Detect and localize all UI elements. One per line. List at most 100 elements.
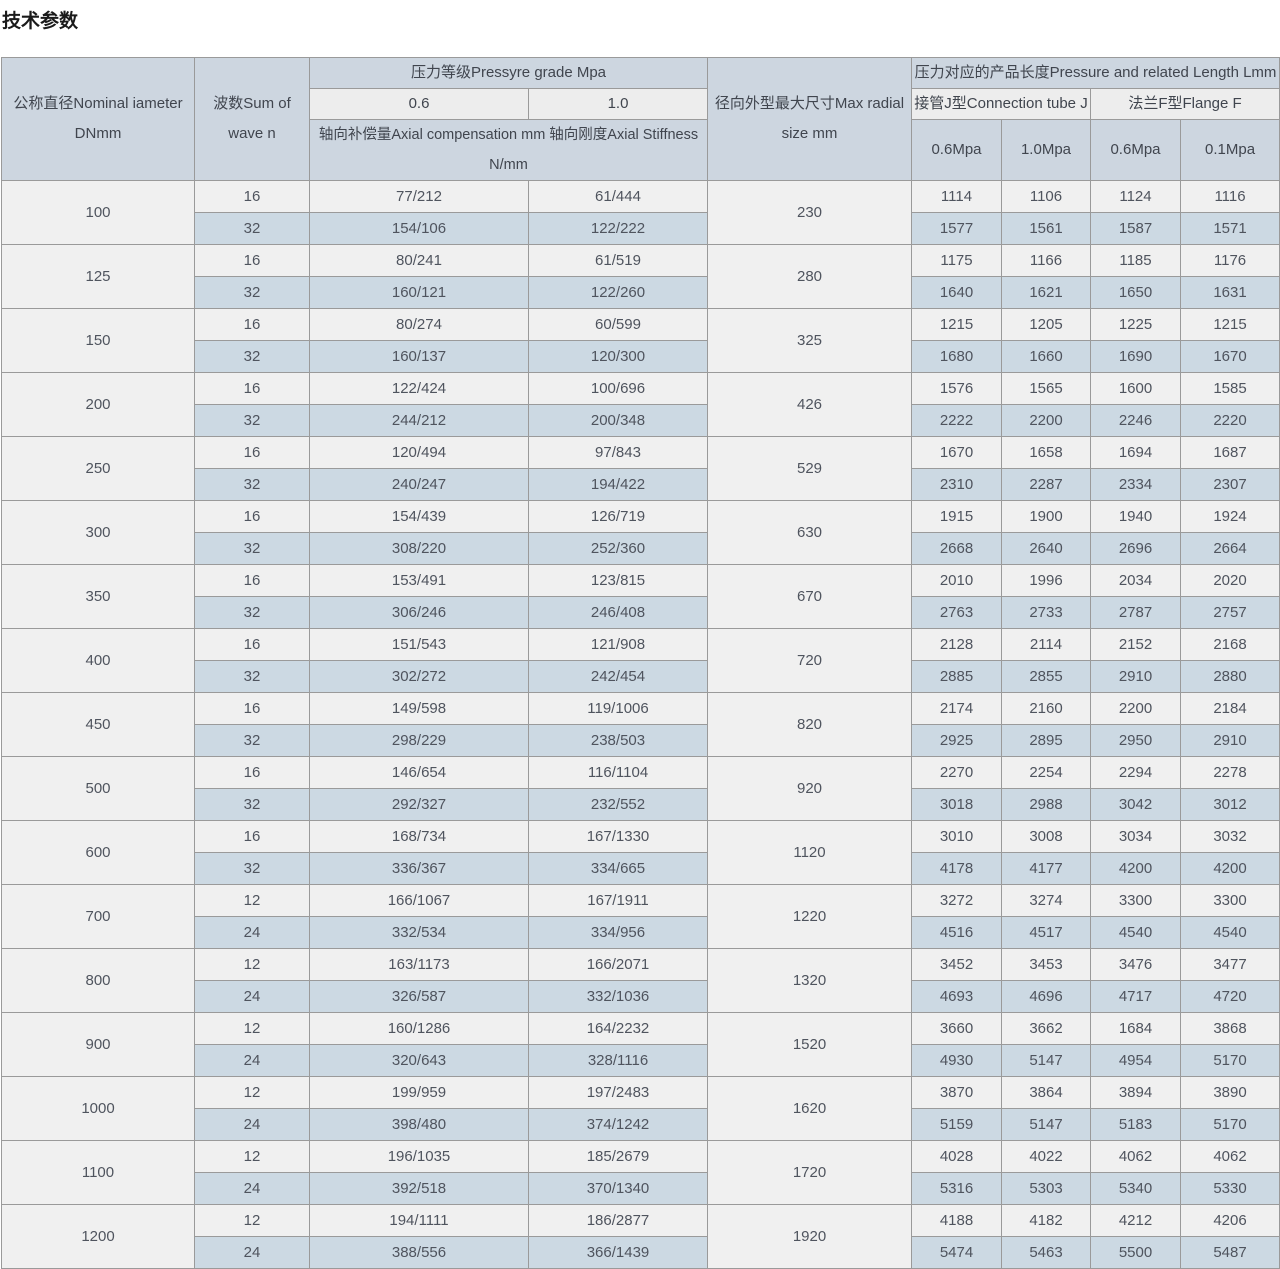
flange-06-cell: 2200 <box>1090 692 1181 725</box>
dn-cell: 350 <box>1 564 195 629</box>
tube-06-cell: 4178 <box>911 852 1002 885</box>
flange-01-cell: 1571 <box>1179 212 1280 245</box>
table-row: 700 12 166/1067 167/1911 1220 3272 3274 3300 330… <box>1 884 1280 949</box>
axial-06-cell: 332/534 <box>309 916 529 949</box>
flange-06-cell: 2910 <box>1090 660 1181 693</box>
tube-10-cell: 3453 <box>1001 948 1091 981</box>
tube-06-cell: 2128 <box>911 628 1002 661</box>
axial-10-cell: 334/956 <box>528 916 708 949</box>
axial-06-cell: 244/212 <box>309 404 529 437</box>
tube-10-cell: 2640 <box>1001 532 1091 565</box>
flange-01-cell: 3032 <box>1179 820 1280 853</box>
header-j-10mpa: 1.0Mpa <box>1001 119 1091 181</box>
axial-10-cell: 334/665 <box>528 852 708 885</box>
axial-10-cell: 120/300 <box>528 340 708 373</box>
dn-cell: 500 <box>1 756 195 821</box>
table-row: 24 326/587 332/1036 4693 4696 4717 4720 <box>2 980 1280 1013</box>
flange-01-cell: 1215 <box>1179 308 1280 341</box>
tube-06-cell: 2010 <box>911 564 1002 597</box>
wave-count-cell: 16 <box>194 244 310 277</box>
axial-10-cell: 242/454 <box>528 660 708 693</box>
tube-10-cell: 1658 <box>1001 436 1091 469</box>
tube-06-cell: 1114 <box>911 180 1002 213</box>
radial-size-cell: 529 <box>707 436 912 501</box>
axial-06-cell: 388/556 <box>309 1236 529 1269</box>
flange-06-cell: 1185 <box>1090 244 1181 277</box>
tube-10-cell: 4517 <box>1001 916 1091 949</box>
dn-cell: 1100 <box>1 1140 195 1205</box>
wave-count-cell: 32 <box>194 468 310 501</box>
dn-cell: 450 <box>1 692 195 757</box>
flange-01-cell: 5170 <box>1179 1044 1280 1077</box>
axial-06-cell: 160/1286 <box>309 1012 529 1045</box>
axial-10-cell: 366/1439 <box>528 1236 708 1269</box>
radial-size-cell: 325 <box>707 308 912 373</box>
flange-06-cell: 2334 <box>1090 468 1181 501</box>
tube-06-cell: 1215 <box>911 308 1002 341</box>
dn-cell: 300 <box>1 500 195 565</box>
flange-06-cell: 3034 <box>1090 820 1181 853</box>
tube-06-cell: 2668 <box>911 532 1002 565</box>
flange-01-cell: 1687 <box>1179 436 1280 469</box>
tube-06-cell: 1680 <box>911 340 1002 373</box>
wave-count-cell: 12 <box>194 948 310 981</box>
radial-size-cell: 1520 <box>707 1012 912 1077</box>
axial-10-cell: 61/519 <box>528 244 708 277</box>
table-row: 400 16 151/543 121/908 720 2128 2114 2152 2168 <box>1 628 1280 693</box>
wave-count-cell: 16 <box>194 308 310 341</box>
flange-01-cell: 4200 <box>1179 852 1280 885</box>
flange-06-cell: 1600 <box>1090 372 1181 405</box>
dn-cell: 250 <box>1 436 195 501</box>
table-row: 125 16 80/241 61/519 280 1175 1166 1185 1176 <box>1 244 1280 309</box>
tube-10-cell: 3662 <box>1001 1012 1091 1045</box>
tube-10-cell: 3008 <box>1001 820 1091 853</box>
flange-06-cell: 2950 <box>1090 724 1181 757</box>
axial-06-cell: 154/439 <box>309 500 529 533</box>
flange-06-cell: 1650 <box>1090 276 1181 309</box>
flange-06-cell: 4717 <box>1090 980 1181 1013</box>
flange-01-cell: 1176 <box>1179 244 1280 277</box>
flange-06-cell: 1690 <box>1090 340 1181 373</box>
header-pressure-length: 压力对应的产品长度Pressure and related Length Lmm <box>910 57 1280 89</box>
flange-01-cell: 3890 <box>1179 1076 1280 1109</box>
wave-count-cell: 32 <box>194 660 310 693</box>
axial-06-cell: 122/424 <box>309 372 529 405</box>
wave-count-cell: 16 <box>194 756 310 789</box>
axial-10-cell: 186/2877 <box>528 1204 708 1237</box>
axial-10-cell: 97/843 <box>528 436 708 469</box>
flange-01-cell: 2757 <box>1179 596 1280 629</box>
wave-count-cell: 24 <box>194 916 310 949</box>
tube-10-cell: 2160 <box>1001 692 1091 725</box>
flange-06-cell: 1684 <box>1090 1012 1181 1045</box>
tube-06-cell: 2763 <box>911 596 1002 629</box>
axial-06-cell: 320/643 <box>309 1044 529 1077</box>
flange-06-cell: 5500 <box>1090 1236 1181 1269</box>
wave-count-cell: 32 <box>194 404 310 437</box>
axial-06-cell: 199/959 <box>309 1076 529 1109</box>
wave-count-cell: 32 <box>194 596 310 629</box>
tube-06-cell: 1576 <box>911 372 1002 405</box>
table-row: 24 392/518 370/1340 5316 5303 5340 5330 <box>2 1172 1280 1205</box>
table-header: 公称直径Nominal iameter DNmm 波数Sum of wave n… <box>1 57 1280 181</box>
axial-06-cell: 398/480 <box>309 1108 529 1141</box>
wave-count-cell: 32 <box>194 852 310 885</box>
flange-01-cell: 2278 <box>1179 756 1280 789</box>
axial-10-cell: 167/1911 <box>528 884 708 917</box>
axial-06-cell: 163/1173 <box>309 948 529 981</box>
axial-10-cell: 246/408 <box>528 596 708 629</box>
table-row: 32 302/272 242/454 2885 2855 2910 2880 <box>2 660 1280 693</box>
axial-06-cell: 302/272 <box>309 660 529 693</box>
radial-size-cell: 1120 <box>707 820 912 885</box>
flange-01-cell: 2020 <box>1179 564 1280 597</box>
axial-10-cell: 121/908 <box>528 628 708 661</box>
flange-06-cell: 4200 <box>1090 852 1181 885</box>
tech-params-table: 公称直径Nominal iameter DNmm 波数Sum of wave n… <box>1 57 1280 1269</box>
flange-06-cell: 1124 <box>1090 180 1181 213</box>
axial-10-cell: 123/815 <box>528 564 708 597</box>
tube-10-cell: 1106 <box>1001 180 1091 213</box>
header-f-06mpa: 0.6Mpa <box>1090 119 1181 181</box>
dn-cell: 900 <box>1 1012 195 1077</box>
axial-06-cell: 196/1035 <box>309 1140 529 1173</box>
table-row: 32 160/121 122/260 1640 1621 1650 1631 <box>2 276 1280 309</box>
tube-10-cell: 4022 <box>1001 1140 1091 1173</box>
